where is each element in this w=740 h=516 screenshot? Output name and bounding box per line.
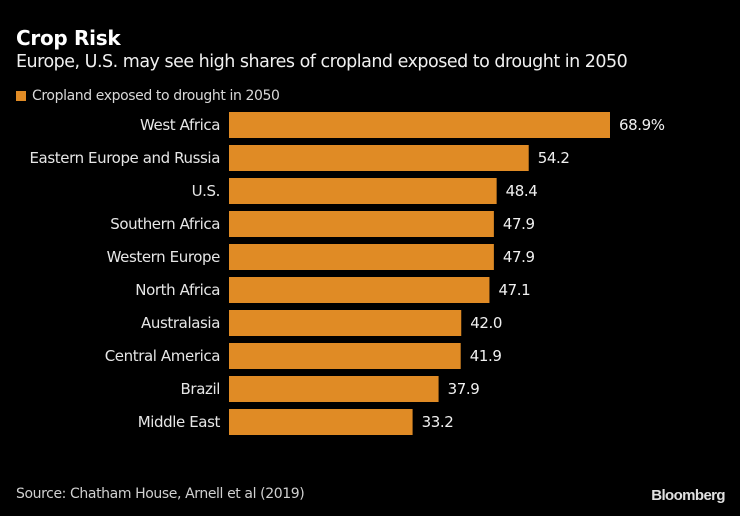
- bar-central-america: [229, 343, 461, 369]
- chart-subtitle: Europe, U.S. may see high shares of crop…: [16, 52, 628, 72]
- value-label: 42.0: [470, 314, 502, 332]
- value-label: 33.2: [422, 413, 454, 431]
- category-label: Western Europe: [107, 248, 221, 266]
- bar-north-africa: [229, 277, 490, 303]
- value-label: 47.9: [503, 215, 535, 233]
- value-label: 47.9: [503, 248, 535, 266]
- legend-swatch: [16, 91, 26, 101]
- bar-western-europe: [229, 244, 494, 270]
- category-label: Australasia: [141, 314, 220, 332]
- value-label: 47.1: [498, 281, 530, 299]
- value-label: 48.4: [506, 182, 538, 200]
- bar-middle-east: [229, 409, 413, 435]
- source-note: Source: Chatham House, Arnell et al (201…: [16, 486, 305, 502]
- value-label: 37.9: [448, 380, 480, 398]
- category-label: Brazil: [181, 380, 220, 398]
- bloomberg-logo: Bloomberg: [651, 487, 725, 504]
- bar-australasia: [229, 310, 462, 336]
- legend: Cropland exposed to drought in 2050: [16, 88, 280, 104]
- category-label: Eastern Europe and Russia: [29, 149, 220, 167]
- category-label: Middle East: [138, 413, 221, 431]
- category-label: U.S.: [192, 182, 220, 200]
- value-label: 41.9: [470, 347, 502, 365]
- value-label: 54.2: [538, 149, 570, 167]
- bar-brazil: [229, 376, 439, 402]
- category-label: Southern Africa: [110, 215, 220, 233]
- bar-u-s-: [229, 178, 497, 204]
- category-label: West Africa: [140, 116, 220, 134]
- bar-west-africa: [229, 112, 610, 138]
- category-label: Central America: [105, 347, 220, 365]
- value-label: 68.9%: [619, 116, 665, 134]
- legend-label: Cropland exposed to drought in 2050: [32, 88, 280, 104]
- bar-eastern-europe-and-russia: [229, 145, 529, 171]
- category-label: North Africa: [135, 281, 220, 299]
- bar-southern-africa: [229, 211, 494, 237]
- chart-title: Crop Risk: [16, 26, 121, 50]
